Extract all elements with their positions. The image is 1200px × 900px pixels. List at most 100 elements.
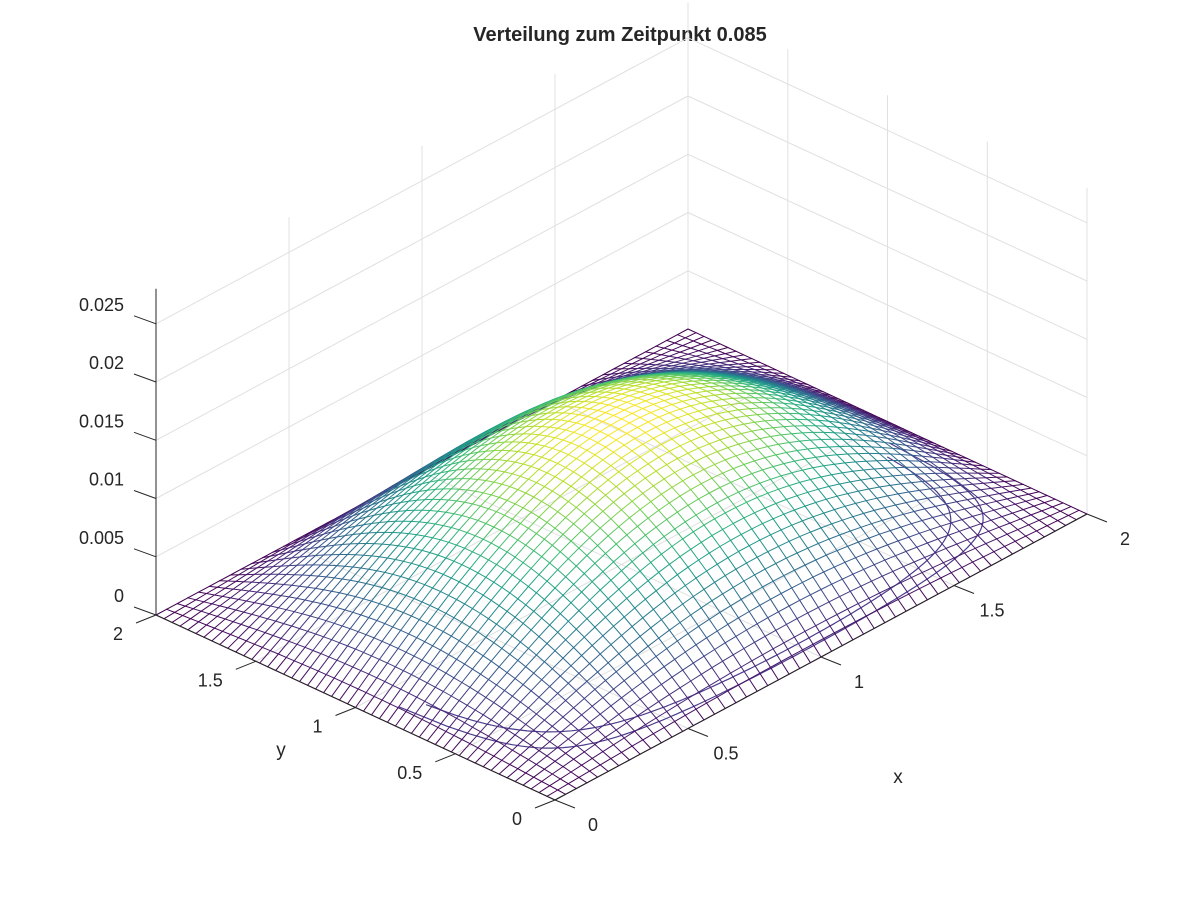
mesh-segment xyxy=(341,543,351,545)
mesh-segment xyxy=(738,611,750,619)
mesh-segment xyxy=(660,493,670,504)
mesh-segment xyxy=(573,400,585,408)
mesh-segment xyxy=(623,543,636,554)
mesh-segment xyxy=(381,573,394,589)
mesh-segment xyxy=(674,396,684,402)
mesh-segment xyxy=(921,517,934,521)
mesh-segment xyxy=(663,472,676,480)
mesh-segment xyxy=(698,498,708,510)
mesh-segment xyxy=(684,460,697,467)
mesh-segment xyxy=(730,436,739,445)
mesh-segment xyxy=(788,605,798,620)
mesh-segment xyxy=(365,692,375,697)
mesh-segment xyxy=(554,406,567,414)
mesh-segment xyxy=(394,494,404,498)
mesh-segment xyxy=(514,461,524,465)
mesh-segment xyxy=(926,448,936,455)
mesh-segment xyxy=(464,603,473,610)
mesh-segment xyxy=(903,561,915,568)
mesh-segment xyxy=(1057,514,1069,522)
mesh-segment xyxy=(293,543,306,552)
mesh-segment xyxy=(517,442,529,452)
mesh-segment xyxy=(924,556,934,569)
mesh-segment xyxy=(668,445,681,452)
mesh-segment xyxy=(716,451,726,461)
mesh-segment xyxy=(817,488,827,500)
mesh-segment xyxy=(527,516,540,529)
mesh-segment xyxy=(679,385,689,390)
mesh-segment xyxy=(642,544,654,554)
mesh-segment xyxy=(578,445,588,451)
mesh-segment xyxy=(458,529,468,534)
mesh-segment xyxy=(325,659,338,676)
mesh-segment xyxy=(932,480,942,488)
mesh-segment xyxy=(578,537,591,549)
mesh-segment xyxy=(639,509,649,519)
mesh-segment xyxy=(724,455,737,461)
mesh-segment xyxy=(695,708,705,721)
mesh-segment xyxy=(727,684,739,692)
mesh-segment xyxy=(416,534,426,537)
mesh-segment xyxy=(796,400,809,404)
mesh-segment xyxy=(317,575,327,578)
mesh-segment xyxy=(727,443,739,449)
mesh-segment xyxy=(1051,502,1064,508)
mesh-segment xyxy=(296,555,309,566)
mesh-segment xyxy=(227,598,239,609)
mesh-segment xyxy=(793,636,803,651)
mesh-segment xyxy=(716,411,729,415)
mesh-segment xyxy=(546,462,559,474)
mesh-segment xyxy=(363,598,372,602)
mesh-segment xyxy=(504,629,513,637)
mesh-segment xyxy=(918,488,931,491)
mesh-segment xyxy=(328,605,338,609)
mesh-segment xyxy=(493,702,503,709)
mesh-segment xyxy=(780,524,793,531)
mesh-segment xyxy=(275,558,285,561)
mesh-segment xyxy=(591,459,604,469)
mesh-segment xyxy=(509,534,519,541)
mesh-segment xyxy=(817,485,830,490)
mesh-segment xyxy=(453,734,463,740)
mesh-segment xyxy=(639,570,649,582)
mesh-segment xyxy=(283,550,295,560)
mesh-segment xyxy=(597,608,606,618)
mesh-segment xyxy=(493,569,505,583)
mesh-segment xyxy=(618,588,628,599)
mesh-segment xyxy=(445,658,458,674)
mesh-segment xyxy=(918,582,931,590)
mesh-segment xyxy=(591,396,604,403)
mesh-segment xyxy=(764,454,777,459)
backwall-y-horizontal xyxy=(687,153,1088,340)
mesh-segment xyxy=(812,516,822,529)
mesh-segment xyxy=(615,406,625,411)
mesh-segment xyxy=(557,692,567,701)
mesh-segment xyxy=(964,508,974,517)
mesh-segment xyxy=(695,419,705,427)
mesh-segment xyxy=(511,417,524,425)
mesh-segment xyxy=(522,610,535,624)
mesh-segment xyxy=(187,621,200,631)
mesh-segment xyxy=(969,489,982,492)
mesh-segment xyxy=(360,555,372,569)
mesh-segment xyxy=(1001,485,1013,488)
mesh-segment xyxy=(668,556,681,565)
mesh-segment xyxy=(746,414,758,417)
mesh-segment xyxy=(1059,506,1072,512)
mesh-segment xyxy=(410,659,423,676)
mesh-segment xyxy=(615,534,628,545)
mesh-segment xyxy=(650,553,662,563)
mesh-segment xyxy=(408,521,420,535)
mesh-segment xyxy=(623,385,636,390)
mesh-segment xyxy=(575,506,585,515)
mesh-segment xyxy=(482,450,495,460)
mesh-segment xyxy=(804,425,814,433)
mesh-segment xyxy=(764,397,774,404)
mesh-segment xyxy=(1009,518,1021,524)
mesh-segment xyxy=(879,533,888,546)
mesh-segment xyxy=(413,499,426,511)
mesh-segment xyxy=(892,566,904,572)
mesh-segment xyxy=(889,483,902,486)
mesh-segment xyxy=(948,467,958,474)
mesh-segment xyxy=(496,610,508,625)
